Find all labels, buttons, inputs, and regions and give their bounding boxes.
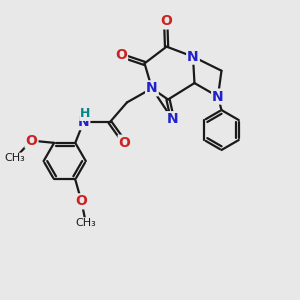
Text: N: N (167, 112, 178, 126)
Text: CH₃: CH₃ (4, 153, 25, 163)
Text: O: O (115, 49, 127, 62)
Text: O: O (160, 14, 172, 28)
Text: N: N (78, 115, 89, 129)
Text: N: N (146, 81, 158, 95)
Text: H: H (80, 107, 90, 120)
Text: N: N (187, 50, 199, 64)
Text: N: N (212, 90, 224, 104)
Text: CH₃: CH₃ (76, 218, 96, 228)
Text: O: O (26, 134, 38, 148)
Text: O: O (76, 194, 87, 208)
Text: O: O (118, 136, 130, 150)
